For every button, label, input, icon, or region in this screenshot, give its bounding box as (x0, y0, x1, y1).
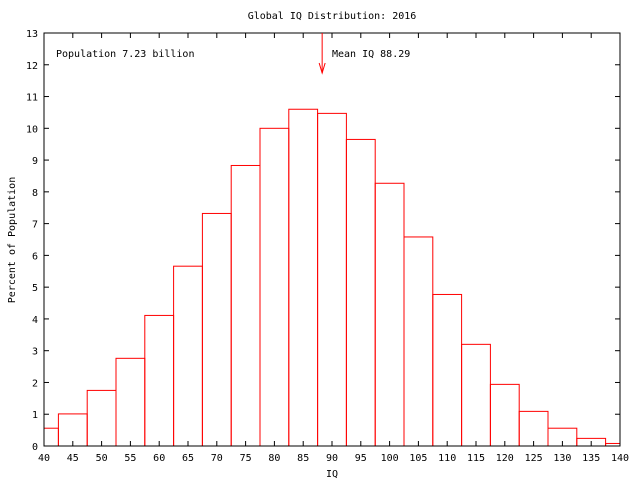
bars (43, 108, 621, 447)
histogram-bar (115, 357, 146, 447)
x-tick-label: 130 (553, 453, 571, 464)
x-tick-label: 65 (182, 453, 194, 464)
histogram-bar (144, 314, 175, 447)
histogram-bar (173, 265, 203, 447)
y-tick-label: 7 (32, 220, 38, 231)
y-tick-label: 13 (26, 29, 38, 40)
x-tick-label: 75 (240, 453, 252, 464)
y-tick-label: 10 (26, 124, 38, 135)
x-tick-label: 120 (496, 453, 514, 464)
x-tick-label: 125 (525, 453, 543, 464)
y-tick-label: 5 (32, 283, 38, 294)
y-tick-label: 4 (32, 315, 38, 326)
histogram-bar (518, 410, 549, 447)
x-tick-label: 90 (326, 453, 338, 464)
histogram-bar (317, 112, 347, 447)
ticks: 40 45 50 55 60 65 70 75 80 85 90 95 100 105 110 115 120 1… (26, 29, 629, 464)
y-axis-label: Percent of Population (7, 177, 18, 303)
x-tick-label: 60 (153, 453, 165, 464)
x-tick-label: 140 (611, 453, 629, 464)
mean-arrow-head (318, 62, 326, 75)
x-tick-label: 70 (211, 453, 223, 464)
mean-annotation: Mean IQ 88.29 (332, 49, 410, 60)
histogram-bar (345, 138, 376, 447)
y-tick-label: 1 (32, 410, 38, 421)
x-tick-label: 95 (355, 453, 367, 464)
y-tick-label: 11 (26, 93, 38, 104)
x-tick-label: 45 (67, 453, 79, 464)
x-tick-label: 55 (124, 453, 136, 464)
histogram-bar (259, 127, 290, 447)
histogram-bar (43, 427, 59, 447)
x-tick-label: 50 (96, 453, 108, 464)
y-tick-label: 6 (32, 251, 38, 262)
x-tick-label: 135 (582, 453, 600, 464)
y-tick-label: 12 (26, 61, 38, 72)
y-tick-label: 9 (32, 156, 38, 167)
chart-title: Global IQ Distribution: 2016 (248, 11, 417, 22)
y-tick-label: 2 (32, 378, 38, 389)
histogram-bar (230, 164, 261, 447)
y-tick-label: 8 (32, 188, 38, 199)
histogram-bar (461, 343, 491, 447)
x-tick-label: 105 (409, 453, 427, 464)
histogram-bar (201, 212, 232, 447)
y-tick-label: 3 (32, 347, 38, 358)
histogram-bar (86, 389, 117, 447)
mean-arrow (318, 33, 326, 75)
x-axis-label: IQ (326, 469, 338, 480)
population-annotation: Population 7.23 billion (56, 49, 194, 60)
x-tick-label: 40 (38, 453, 50, 464)
plot-border (43, 32, 621, 447)
histogram-bar (432, 293, 463, 447)
y-tick-label: 0 (32, 442, 38, 453)
x-tick-label: 80 (268, 453, 280, 464)
x-tick-label: 100 (381, 453, 399, 464)
histogram-bar (288, 108, 319, 447)
x-tick-label: 85 (297, 453, 309, 464)
x-tick-label: 115 (467, 453, 485, 464)
histogram-bar (489, 383, 520, 447)
x-tick-label: 110 (438, 453, 456, 464)
histogram-bar (374, 182, 405, 447)
histogram-bar (403, 236, 434, 447)
